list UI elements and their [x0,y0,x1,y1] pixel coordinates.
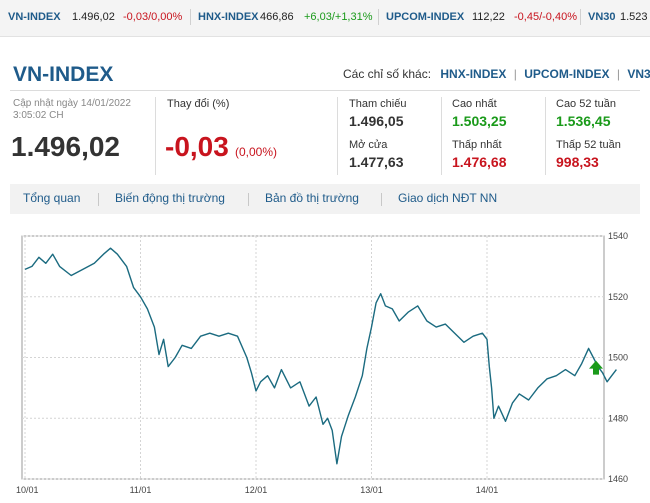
summary-divider [337,97,338,175]
market-ticker: VN-INDEX 1.496,02 -0,03/0,00% HNX-INDEX … [0,0,650,37]
link-hnx-index[interactable]: HNX-INDEX [440,67,507,81]
index-line [24,247,617,465]
stat-label: Thấp 52 tuần [556,139,621,151]
y-tick-label: 1460 [608,474,628,484]
ticker-value-upcom: 112,22 [472,11,505,23]
tab-market-movement[interactable]: Biến động thị trường [115,191,225,205]
link-divider: | [513,67,517,81]
page-title: VN-INDEX [13,63,114,86]
ticker-name-hnxindex[interactable]: HNX-INDEX [198,11,259,23]
y-tick-label: 1500 [608,353,628,363]
y-tick-label: 1540 [608,231,628,241]
x-tick-label: 13/01 [360,485,383,495]
stat-label: Mở cửa [349,139,388,151]
ticker-change-upcom: -0,45/-0,40% [514,11,577,23]
index-value: 1.496,02 [11,131,120,162]
ticker-divider [190,9,191,25]
change-value: -0,03 [165,131,229,162]
change-percent: (0,00%) [235,145,278,159]
summary-divider [545,97,546,175]
stat-label: Thấp nhất [452,139,502,151]
stat-label: Tham chiếu [349,98,407,110]
link-divider: | [616,67,621,81]
ticker-name-upcom[interactable]: UPCOM-INDEX [386,11,465,23]
y-axis: 1460 1480 1500 1520 1540 [608,231,628,484]
tab-divider [98,193,99,206]
x-tick-label: 14/01 [476,485,499,495]
last-updated: Cập nhật ngày 14/01/2022 3:05:02 CH [13,98,131,122]
updated-time: 3:05:02 CH [13,110,64,121]
tab-divider [248,193,249,206]
stat-value: 1.503,25 [452,113,507,129]
other-indices-label: Các chỉ số khác: [343,67,432,81]
ticker-change-hnxindex: +6,03/+1,31% [304,11,373,23]
x-axis: 10/01 11/01 12/01 13/01 14/01 [16,485,498,495]
change-label: Thay đổi (%) [167,98,230,110]
ticker-value-vn30: 1.523 [620,11,648,23]
ticker-divider [580,9,581,25]
intraday-chart: 1460 1480 1500 1520 1540 10/01 11/01 12/01 13/0… [16,231,628,495]
summary-divider [441,97,442,175]
tab-foreign-trading[interactable]: Giao dịch NĐT NN [398,191,498,205]
other-indices: Các chỉ số khác: HNX-INDEX | UPCOM-INDEX… [343,67,650,81]
stat-reference: Tham chiếu 1.496,05 [349,98,406,130]
x-tick-label: 10/01 [16,485,39,495]
link-vn30[interactable]: VN30 [627,67,650,81]
x-tick-label: 12/01 [245,485,268,495]
y-tick-label: 1520 [608,292,628,302]
plot-area [21,235,605,480]
stat-high: Cao nhất 1.503,25 [452,98,507,130]
stat-value: 1.536,45 [556,113,611,129]
header-divider [10,90,640,91]
tab-market-map[interactable]: Bản đồ thị trường [265,191,359,205]
ticker-name-vn30[interactable]: VN30 [588,11,616,23]
updated-date: Cập nhật ngày 14/01/2022 [13,98,131,109]
up-arrow-icon [589,360,603,375]
stat-label: Cao 52 tuần [556,98,616,110]
ticker-divider [378,9,379,25]
stat-low-52w: Thấp 52 tuần 998,33 [556,139,621,171]
stat-open: Mở cửa 1.477,63 [349,139,404,171]
ticker-value-vnindex: 1.496,02 [72,11,115,23]
tab-divider [381,193,382,206]
stat-value: 1.476,68 [452,154,507,170]
summary-divider [155,97,156,175]
link-upcom-index[interactable]: UPCOM-INDEX [524,67,610,81]
y-tick-label: 1480 [608,413,628,423]
x-tick-label: 11/01 [130,485,152,495]
ticker-name-vnindex[interactable]: VN-INDEX [8,11,61,23]
stat-value: 1.477,63 [349,154,404,170]
tab-overview[interactable]: Tổng quan [23,191,81,205]
stat-high-52w: Cao 52 tuần 1.536,45 [556,98,616,130]
stat-value: 998,33 [556,154,599,170]
section-tabs: Tổng quan Biến động thị trường Bản đồ th… [10,184,640,214]
stat-low: Thấp nhất 1.476,68 [452,139,507,171]
ticker-change-vnindex: -0,03/0,00% [123,11,183,23]
ticker-value-hnxindex: 466,86 [260,11,294,23]
last-price-up-arrow-icon [589,360,603,375]
stat-label: Cao nhất [452,98,497,110]
stat-value: 1.496,05 [349,113,404,129]
